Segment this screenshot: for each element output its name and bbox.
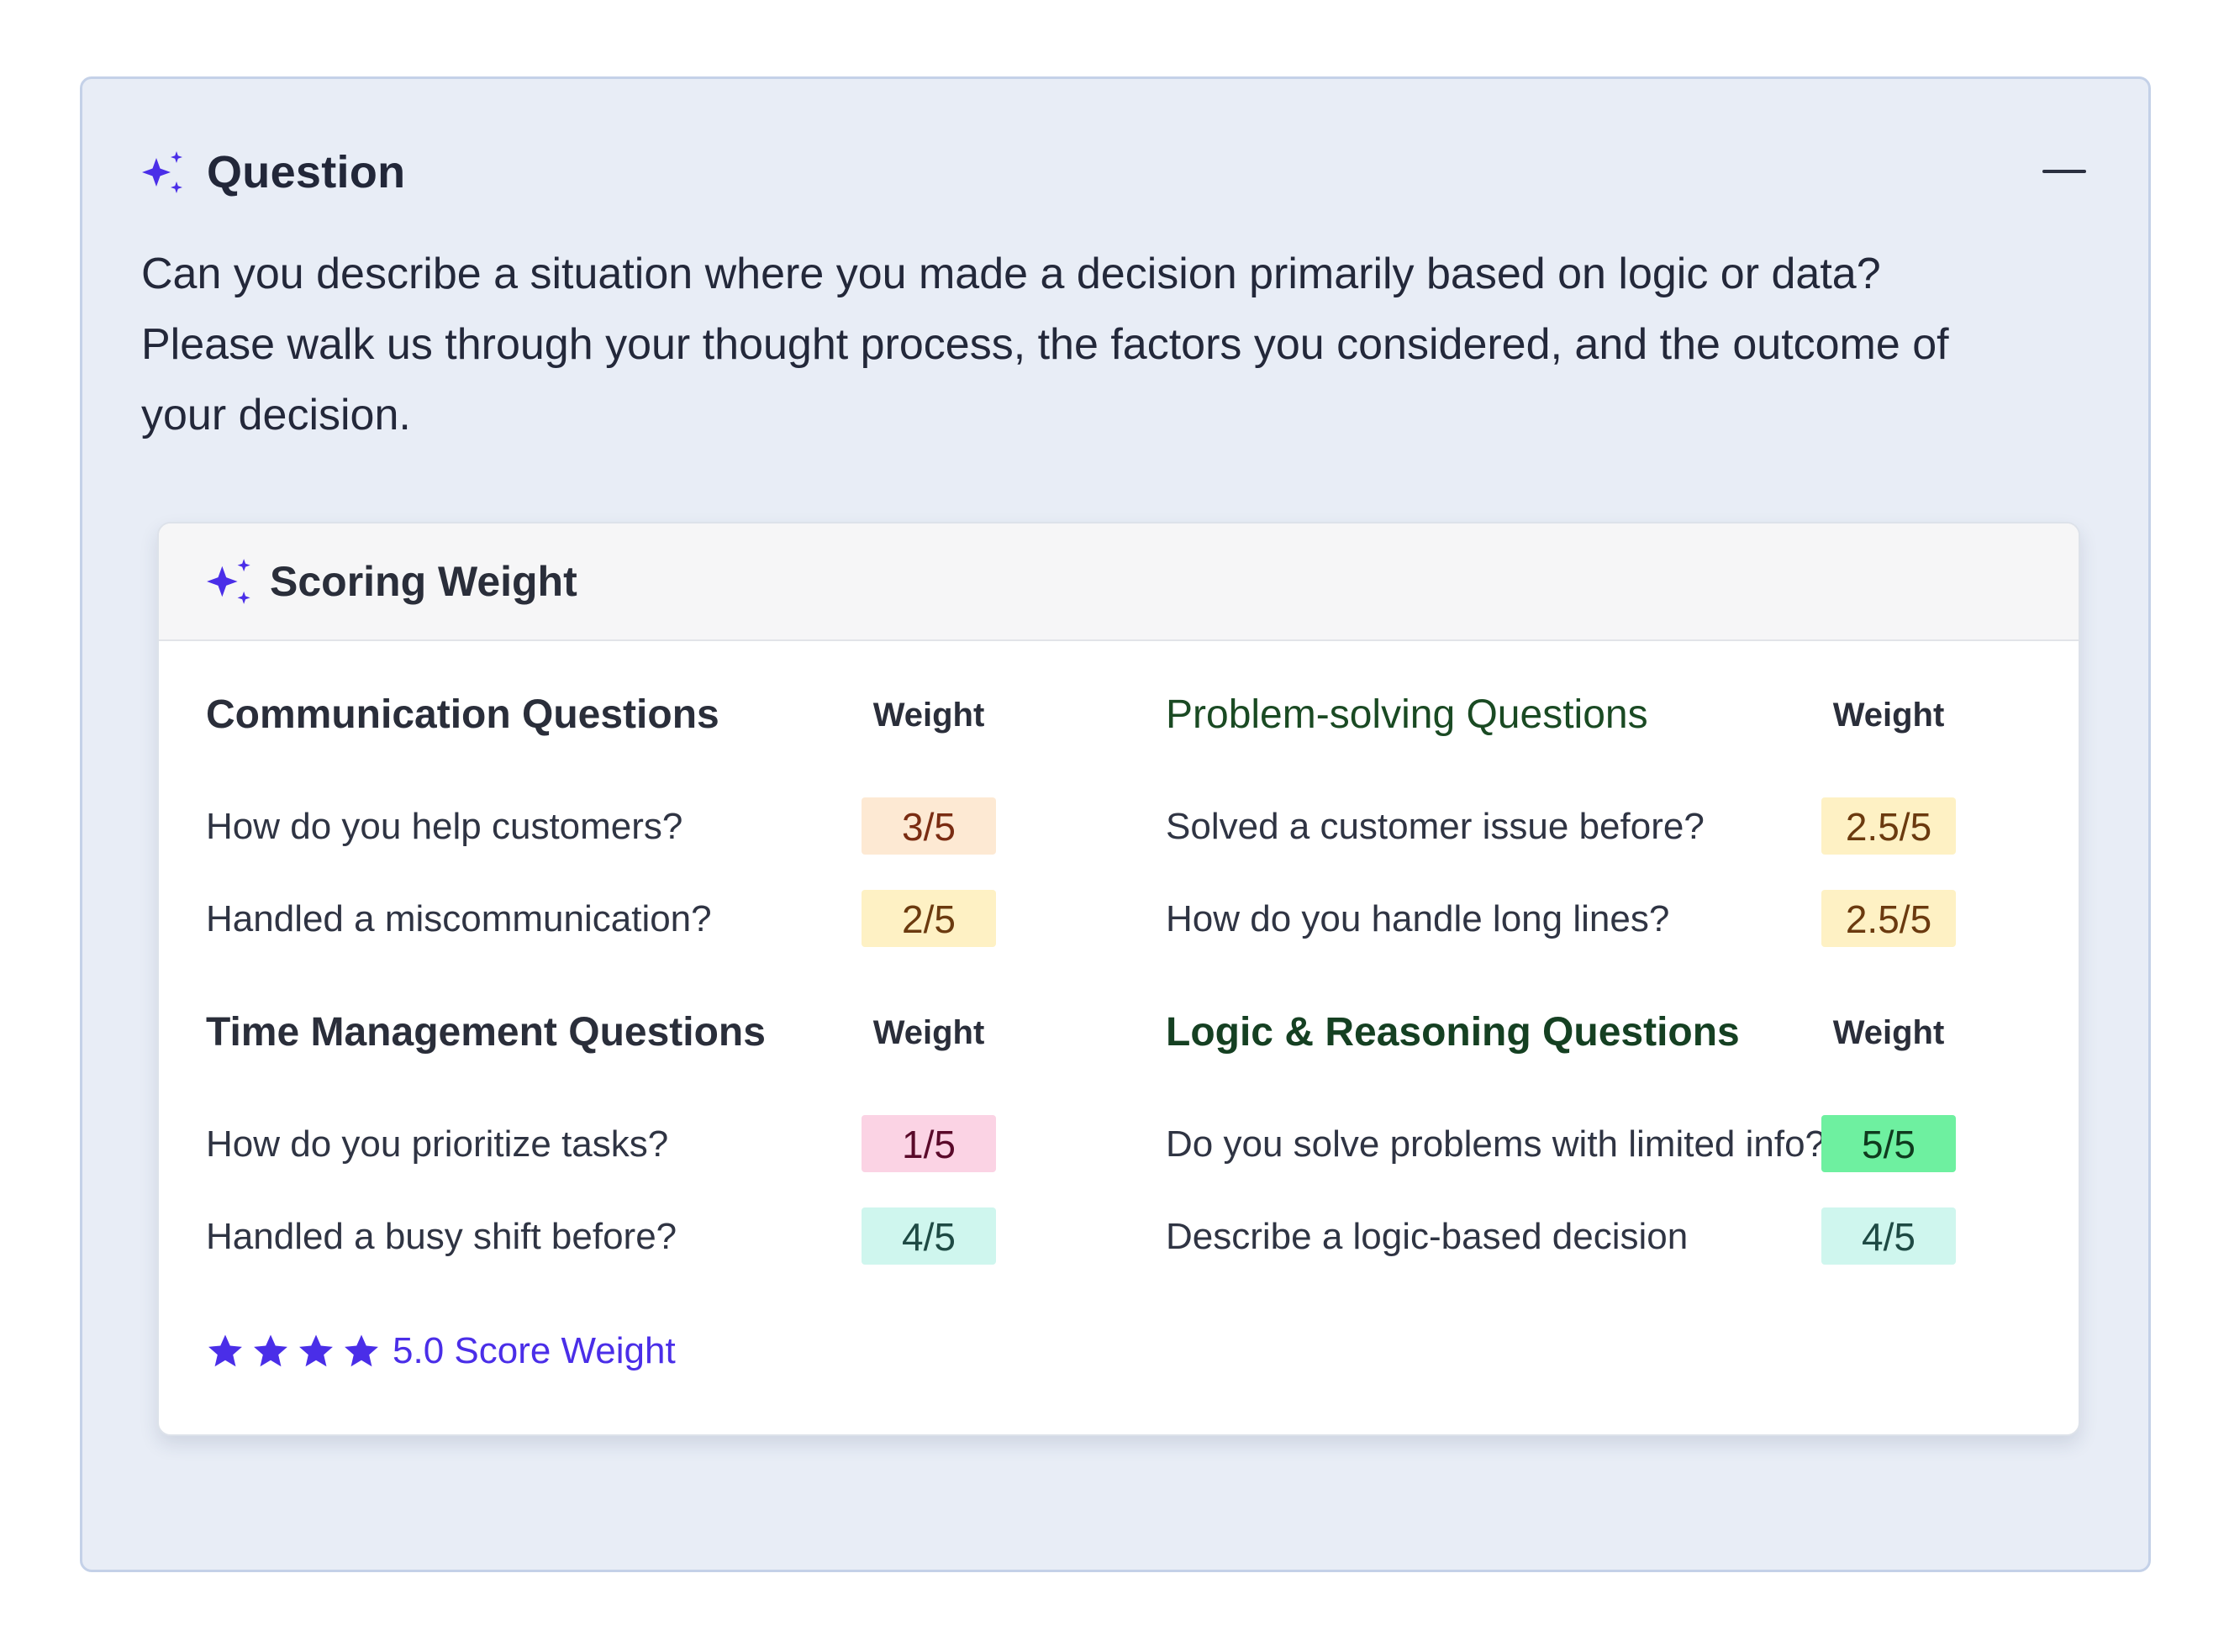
list-item: Handled a miscommunication? 2/5 <box>206 890 1046 947</box>
section-title: Logic & Reasoning Questions <box>1166 1010 1740 1055</box>
weight-badge: 2/5 <box>862 890 996 947</box>
weight-column-header: Weight <box>1832 697 1945 734</box>
weight-column-header: Weight <box>872 697 985 734</box>
list-item: Handled a busy shift before? 4/5 <box>206 1207 1046 1265</box>
star-icon <box>299 1334 333 1367</box>
list-item: How do you handle long lines? 2.5/5 <box>1166 890 2006 947</box>
scoring-weight-card: Scoring Weight Communication Questions W… <box>157 522 2080 1436</box>
question-panel: Question Can you describe a situation wh… <box>80 76 2151 1572</box>
star-icon <box>254 1334 287 1367</box>
weight-badge: 3/5 <box>862 797 996 855</box>
star-icon <box>345 1334 378 1367</box>
section-title: Problem-solving Questions <box>1166 692 1648 737</box>
list-item: How do you prioritize tasks? 1/5 <box>206 1115 1046 1172</box>
weight-badge: 1/5 <box>862 1115 996 1172</box>
score-summary: 5.0 Score Weight <box>206 1330 676 1372</box>
question-text: Can you describe a situation where you m… <box>141 250 1949 439</box>
weight-badge: 4/5 <box>1821 1207 1956 1265</box>
list-item: How do you help customers? 3/5 <box>206 797 1046 855</box>
sparkle-icon <box>207 559 250 604</box>
weight-badge: 5/5 <box>1821 1115 1956 1172</box>
score-weight-text: 5.0 Score Weight <box>393 1330 676 1371</box>
question-title: Question <box>207 147 406 197</box>
weight-badge: 2.5/5 <box>1821 890 1956 947</box>
weight-badge: 4/5 <box>862 1207 996 1265</box>
question-label: How do you handle long lines? <box>1166 898 1670 939</box>
sparkle-icon <box>142 151 182 193</box>
section-title: Time Management Questions <box>206 1010 766 1055</box>
question-label: Handled a miscommunication? <box>206 898 712 939</box>
question-header: Question <box>141 146 405 198</box>
list-item: Solved a customer issue before? 2.5/5 <box>1166 797 2006 855</box>
list-item: Do you solve problems with limited info?… <box>1166 1115 2006 1172</box>
star-icon <box>208 1334 242 1367</box>
collapse-icon[interactable] <box>2039 155 2089 188</box>
question-label: How do you prioritize tasks? <box>206 1123 669 1165</box>
section-title: Communication Questions <box>206 692 719 737</box>
question-label: Handled a busy shift before? <box>206 1216 677 1257</box>
scoring-weight-title: Scoring Weight <box>270 558 577 605</box>
weight-column-header: Weight <box>872 1014 985 1051</box>
question-label: How do you help customers? <box>206 806 683 847</box>
list-item: Describe a logic-based decision 4/5 <box>1166 1207 2006 1265</box>
question-label: Do you solve problems with limited info? <box>1166 1123 1826 1165</box>
question-label: Solved a customer issue before? <box>1166 806 1705 847</box>
weight-column-header: Weight <box>1832 1014 1945 1051</box>
scoring-weight-header: Scoring Weight <box>159 523 2079 641</box>
star-rating <box>206 1332 381 1371</box>
weight-badge: 2.5/5 <box>1821 797 1956 855</box>
question-label: Describe a logic-based decision <box>1166 1216 1689 1257</box>
